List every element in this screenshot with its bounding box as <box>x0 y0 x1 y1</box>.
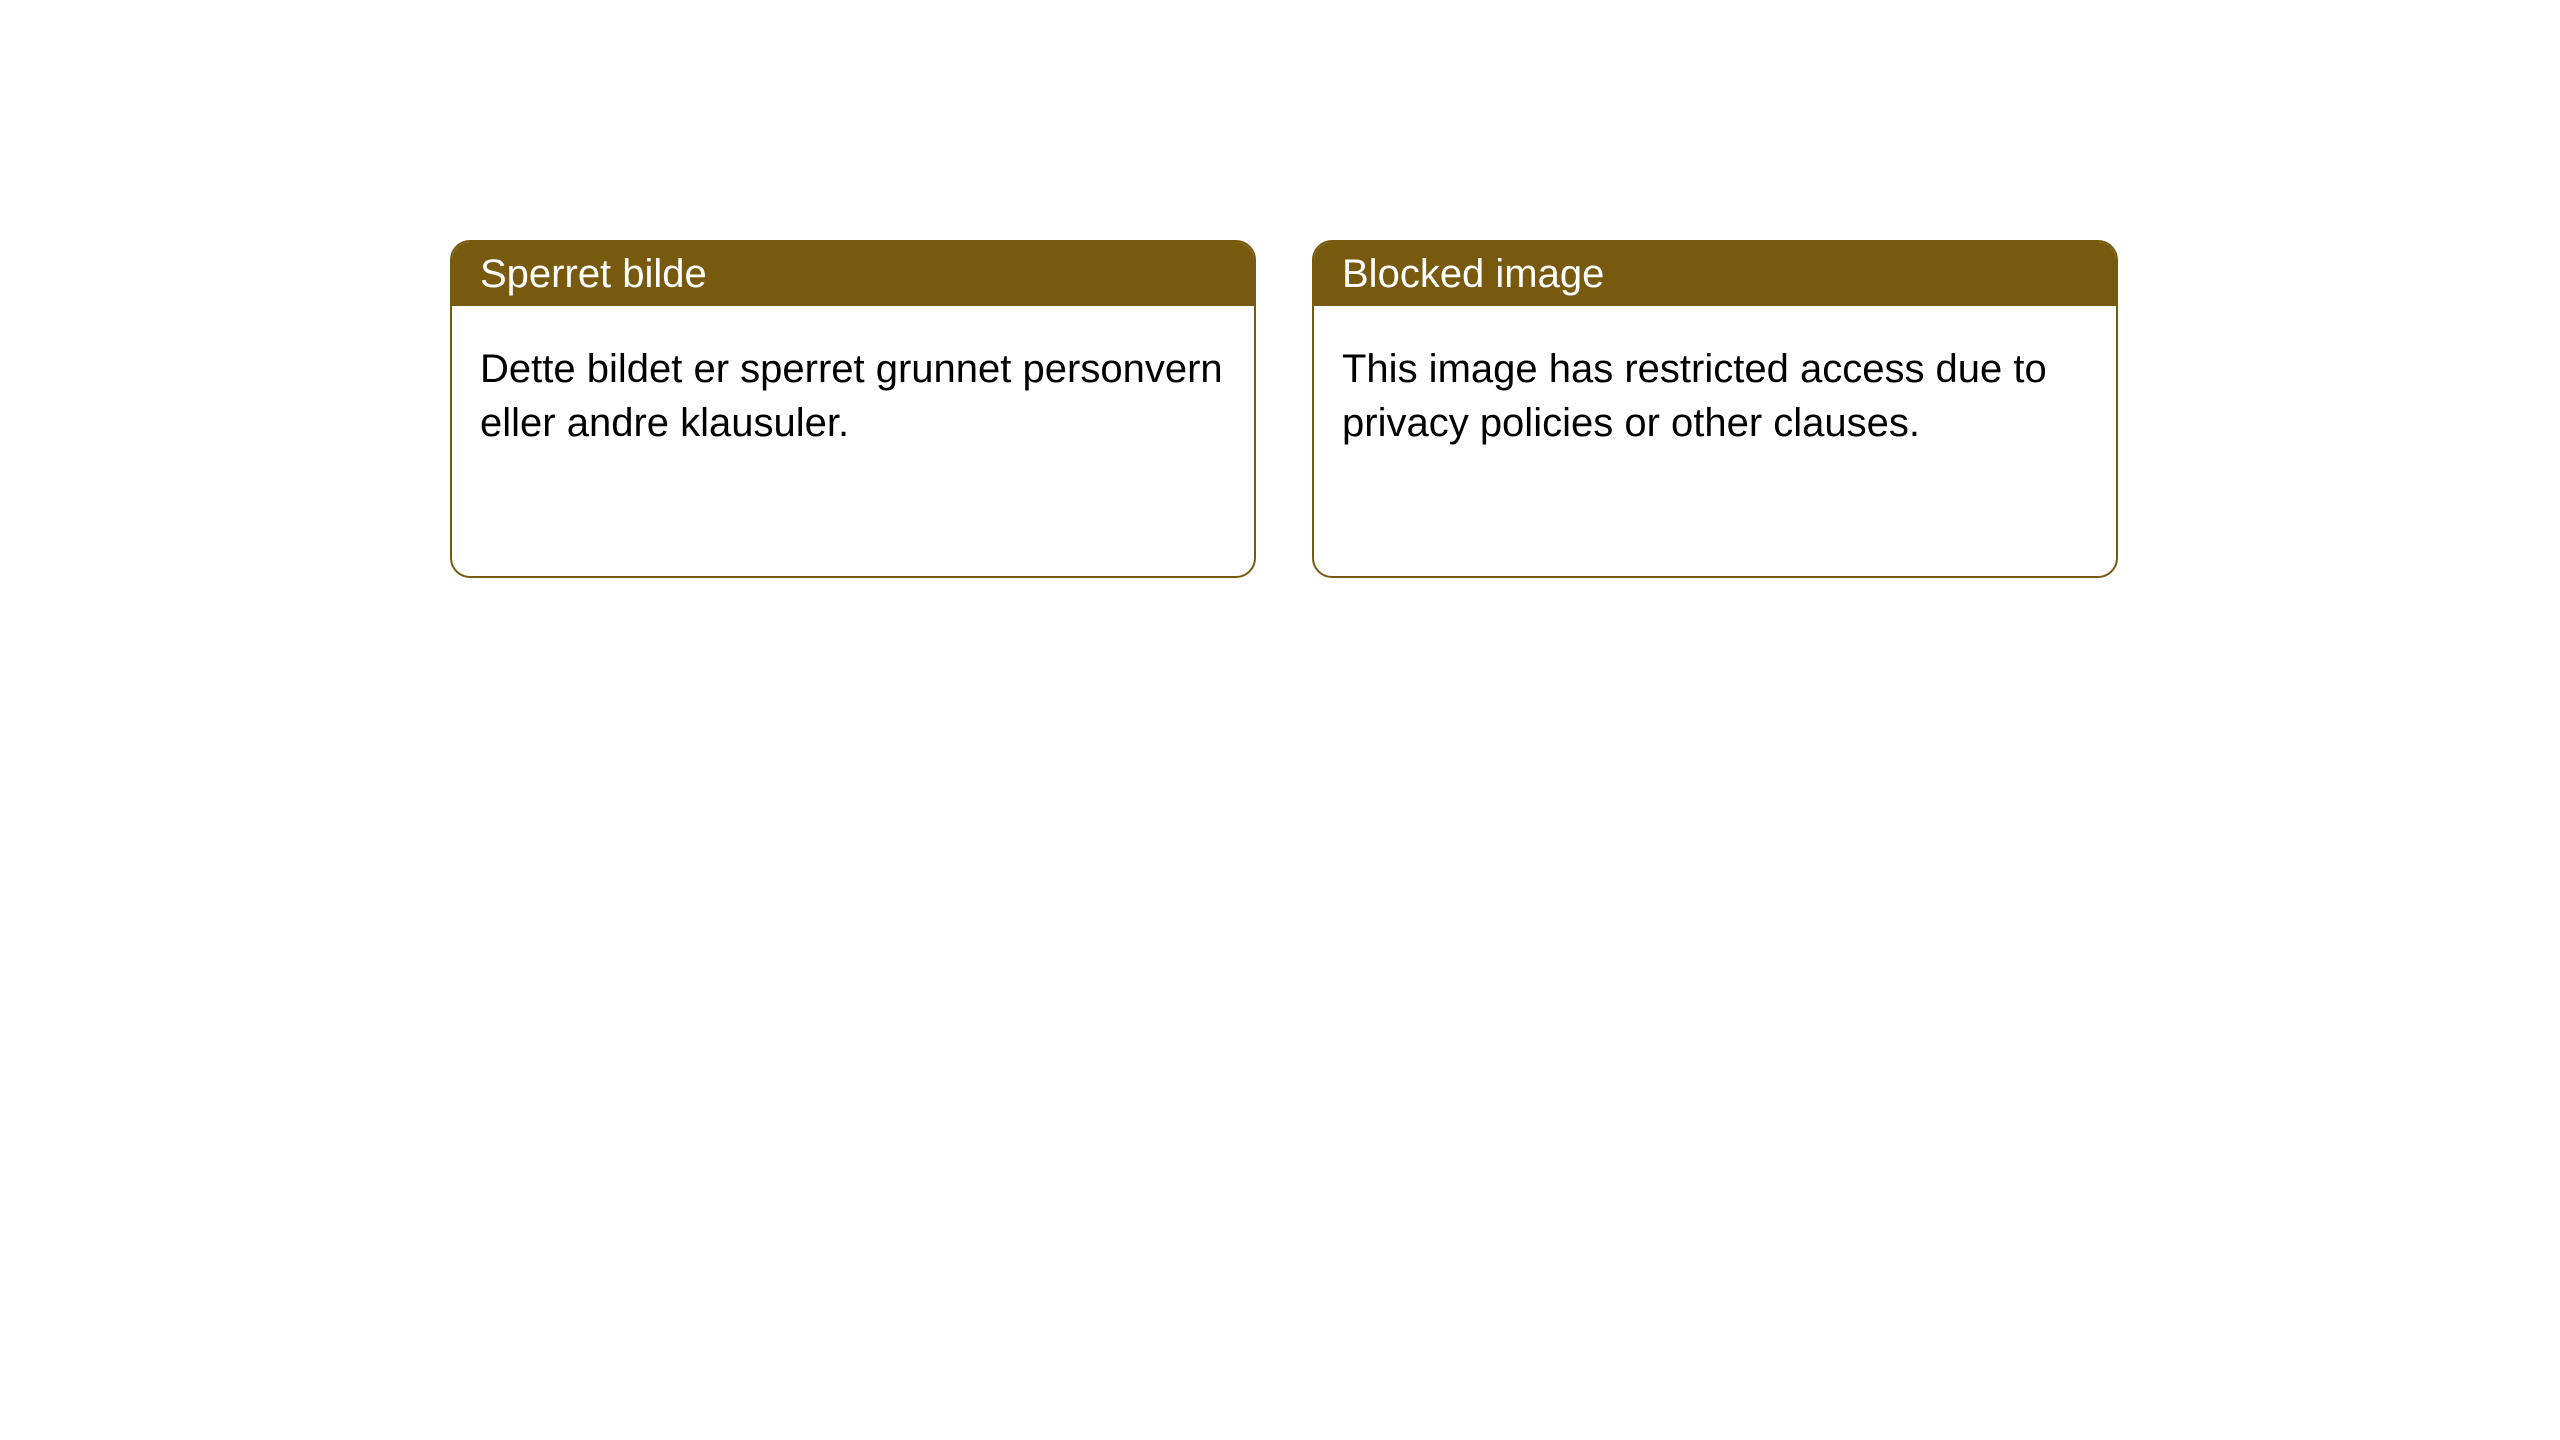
notice-body-norwegian: Dette bildet er sperret grunnet personve… <box>452 306 1254 486</box>
notice-title-norwegian: Sperret bilde <box>452 242 1254 306</box>
notice-title-english: Blocked image <box>1314 242 2116 306</box>
notice-body-english: This image has restricted access due to … <box>1314 306 2116 486</box>
notice-card-english: Blocked image This image has restricted … <box>1312 240 2118 578</box>
notice-card-norwegian: Sperret bilde Dette bildet er sperret gr… <box>450 240 1256 578</box>
notice-container: Sperret bilde Dette bildet er sperret gr… <box>0 0 2560 578</box>
